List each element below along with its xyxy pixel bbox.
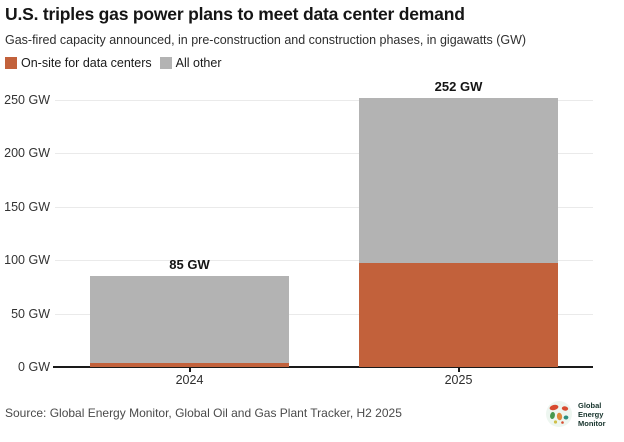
publisher-logo: Global Energy Monitor [545,400,606,428]
legend-label-all-other: All other [175,56,222,70]
page-title: U.S. triples gas power plans to meet dat… [5,4,465,24]
gridline [55,313,593,315]
x-axis-line [53,366,593,368]
legend: On-site for data centers All other [5,56,221,70]
bar-total-label: 85 GW [169,257,210,273]
y-axis-tick-label: 100 GW [4,253,50,268]
gridline [55,260,593,262]
logo-text-line: Monitor [578,418,606,428]
globe-icon [546,401,572,427]
legend-label-on-site: On-site for data centers [21,56,152,70]
bar-segment-all-other [90,276,289,363]
source-note: Source: Global Energy Monitor, Global Oi… [5,406,402,420]
y-axis-tick-label: 250 GW [4,93,50,107]
legend-item-on-site: On-site for data centers [5,56,152,70]
x-axis-tick-label: 2024 [175,373,204,387]
x-axis-tick [457,368,460,372]
bar-segment-on-site-for-data-centers [90,362,289,367]
x-axis-tick [188,368,191,372]
y-axis-tick-label: 50 GW [11,306,50,321]
bar-total-label: 252 GW [434,78,483,94]
y-axis-tick-label: 150 GW [4,199,50,214]
logo-text-line: Global [578,400,602,410]
bar-segment-on-site-for-data-centers [359,263,558,367]
legend-swatch-all-other-icon [159,57,172,69]
bar-segment-all-other [359,97,558,264]
gridline [55,206,593,208]
chart-subtitle: Gas-fired capacity announced, in pre-con… [5,33,527,47]
x-axis-tick-label: 2025 [444,373,473,387]
gridline [55,100,593,101]
gridline [55,153,593,155]
legend-item-all-other: All other [159,56,222,70]
y-axis-tick-label: 0 GW [18,360,50,374]
publisher-logo-text: Global Energy Monitor [578,401,606,428]
logo-text-line: Energy [578,409,604,419]
y-axis-tick-label: 200 GW [4,146,50,161]
legend-swatch-on-site-icon [5,57,17,69]
